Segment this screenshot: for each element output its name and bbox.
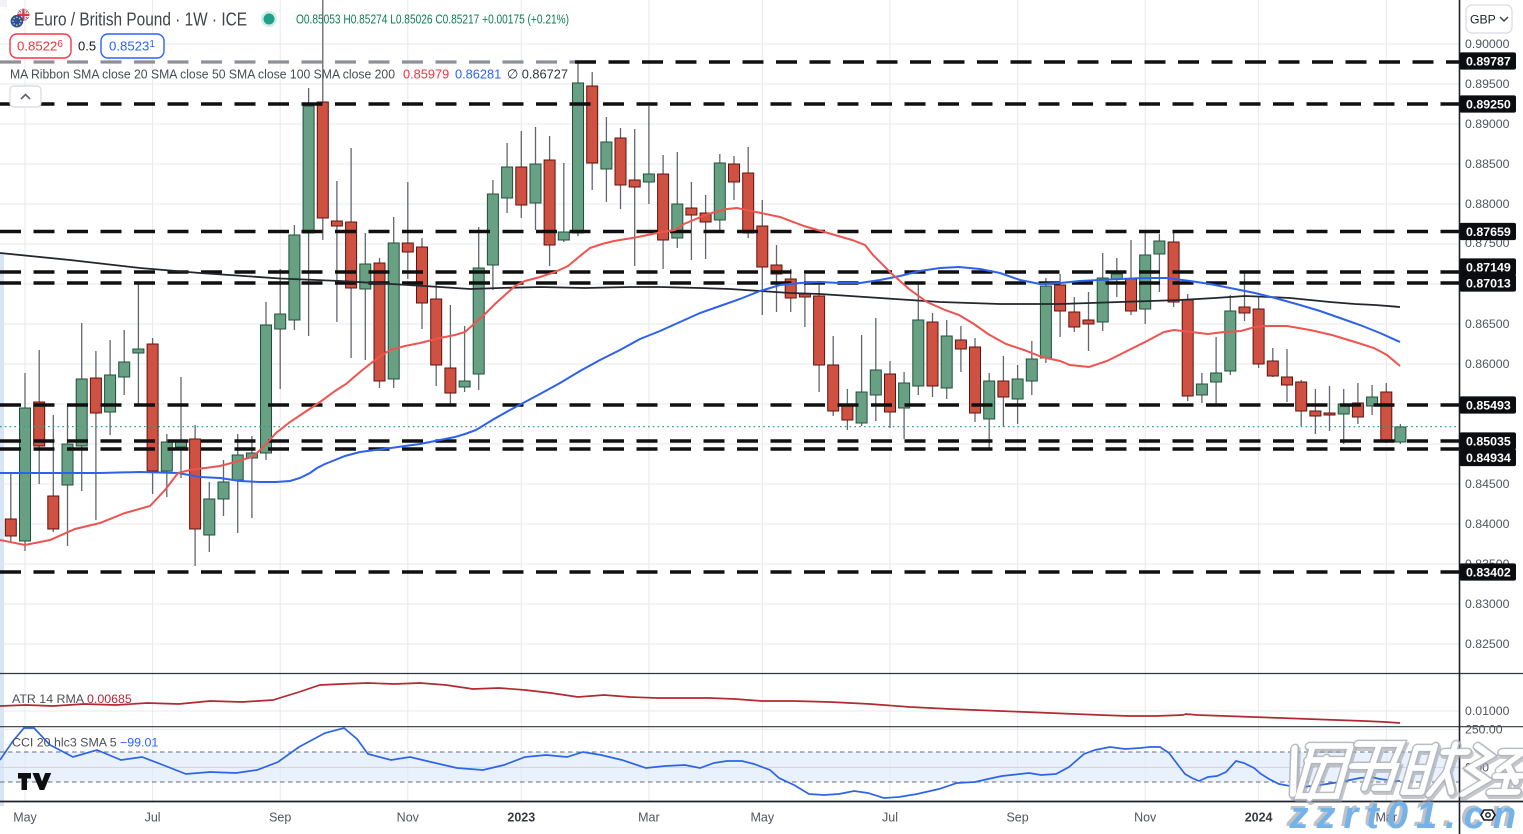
- svg-text:0.89787: 0.89787: [1466, 54, 1511, 68]
- svg-text:0.88000: 0.88000: [1465, 197, 1510, 211]
- svg-text:ATR 14 RMA: ATR 14 RMA: [12, 692, 85, 706]
- svg-text:0.89000: 0.89000: [1465, 117, 1510, 131]
- svg-text:0.87149: 0.87149: [1466, 260, 1511, 274]
- svg-text:Sep: Sep: [269, 811, 291, 825]
- svg-text:zzrt01.cn: zzrt01.cn: [1289, 795, 1523, 834]
- svg-text:0.88500: 0.88500: [1465, 157, 1510, 171]
- svg-text:Nov: Nov: [1134, 811, 1157, 825]
- svg-text:0.87659: 0.87659: [1466, 225, 1511, 239]
- svg-text:0.86000: 0.86000: [1465, 357, 1510, 371]
- svg-text:0.85493: 0.85493: [1466, 398, 1511, 412]
- svg-text:Jul: Jul: [882, 811, 898, 825]
- svg-text:0.89250: 0.89250: [1466, 97, 1511, 111]
- svg-text:0.86500: 0.86500: [1465, 317, 1510, 331]
- svg-text:MA Ribbon SMA close 20 SMA clo: MA Ribbon SMA close 20 SMA close 50 SMA …: [10, 68, 395, 82]
- svg-text:0.87013: 0.87013: [1466, 276, 1511, 290]
- svg-text:GBP: GBP: [1470, 13, 1496, 27]
- svg-text:0.00685: 0.00685: [87, 692, 132, 706]
- svg-text:∅ 0.86727: ∅ 0.86727: [507, 67, 568, 82]
- svg-text:zzrt01.cn: zzrt01.cn: [1286, 793, 1522, 834]
- svg-text:0.84934: 0.84934: [1466, 451, 1511, 465]
- svg-text:−99.01: −99.01: [120, 736, 158, 750]
- svg-text:0.86281: 0.86281: [455, 67, 501, 82]
- svg-text:0.83402: 0.83402: [1466, 565, 1511, 579]
- svg-text:May: May: [750, 811, 774, 825]
- svg-text:O0.85053 H0.85274 L0.85026 C0.: O0.85053 H0.85274 L0.85026 C0.85217 +0.0…: [296, 12, 569, 27]
- svg-text:Jul: Jul: [145, 811, 161, 825]
- svg-text:0.82500: 0.82500: [1465, 637, 1510, 651]
- svg-text:0.90000: 0.90000: [1465, 37, 1510, 51]
- svg-text:0.89500: 0.89500: [1465, 77, 1510, 91]
- svg-text:0.83000: 0.83000: [1465, 597, 1510, 611]
- svg-text:0.85979: 0.85979: [403, 67, 449, 82]
- svg-text:CCI 20 hlc3 SMA 5: CCI 20 hlc3 SMA 5: [12, 736, 117, 750]
- svg-text:0.84000: 0.84000: [1465, 517, 1510, 531]
- svg-text:Mar: Mar: [638, 811, 660, 825]
- svg-text:2023: 2023: [507, 811, 535, 825]
- svg-text:0.85231: 0.85231: [109, 39, 155, 54]
- svg-text:0.85226: 0.85226: [17, 39, 63, 54]
- svg-text:0.01000: 0.01000: [1465, 704, 1510, 718]
- svg-text:Euro / British Pound · 1W · IC: Euro / British Pound · 1W · ICE: [34, 9, 247, 30]
- svg-text:Mar: Mar: [1376, 811, 1398, 825]
- svg-text:250.00: 250.00: [1465, 723, 1503, 737]
- svg-text:0.84500: 0.84500: [1465, 477, 1510, 491]
- svg-text:Nov: Nov: [397, 811, 420, 825]
- svg-text:0.5: 0.5: [78, 39, 96, 54]
- svg-text:May: May: [13, 811, 37, 825]
- svg-text:0.85035: 0.85035: [1466, 434, 1511, 448]
- svg-text:Sep: Sep: [1006, 811, 1028, 825]
- svg-text:2024: 2024: [1245, 811, 1273, 825]
